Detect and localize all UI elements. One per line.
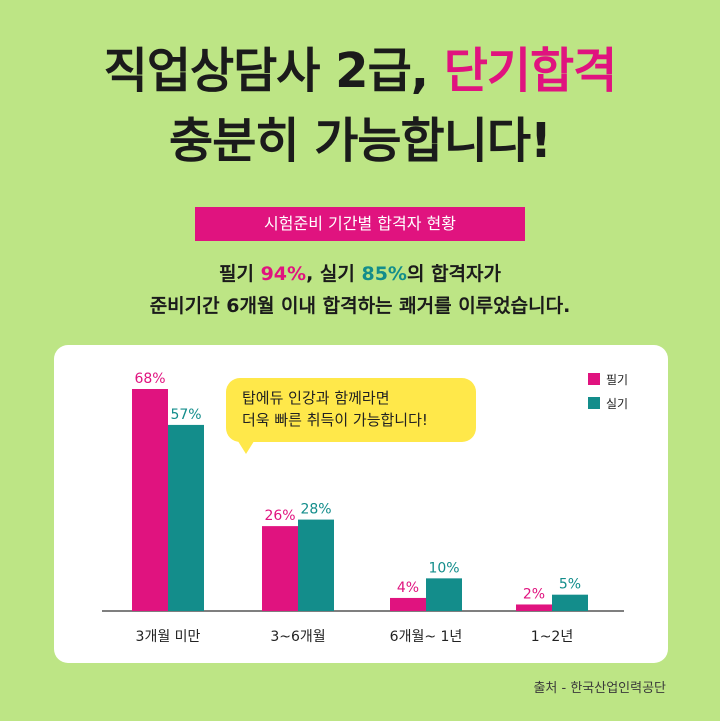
legend-swatch-pilgi [588, 373, 600, 385]
description-line-1: 필기 94%, 실기 85%의 합격자가 [0, 259, 720, 286]
data-label-pilgi-1: 26% [264, 508, 295, 524]
bar-pilgi-0 [132, 389, 168, 611]
desc-pilgi-label: 필기 [219, 263, 261, 285]
speech-bubble-tail [236, 438, 256, 454]
headline-highlight: 단기합격 [443, 43, 618, 99]
headline-line-2: 충분히 가능합니다! [169, 113, 552, 169]
bar-chart: 68% 57% 3개월 미만 26% 28% 3~6개월 4% 10% 6개월~ 1년 2% 5% 1… [102, 371, 628, 645]
speech-bubble: 탑에듀 인강과 함께라면 더욱 빠른 취득이 가능합니다! [226, 378, 476, 442]
bubble-text: 탑에듀 인강과 함께라면 더욱 빠른 취득이 가능합니다! [242, 387, 428, 431]
data-label-pilgi-3: 2% [523, 586, 545, 602]
bar-silgi-0 [168, 424, 204, 611]
bar-pilgi-1 [262, 526, 298, 611]
legend-label-silgi: 실기 [606, 397, 628, 411]
data-label-pilgi-2: 4% [397, 580, 419, 596]
category-label-1: 3~6개월 [270, 629, 325, 645]
headline-line-1: 직업상담사 2급, 단기합격 [0, 42, 720, 100]
category-label-3: 1~2년 [531, 629, 573, 645]
bar-silgi-2 [426, 578, 462, 611]
desc-pilgi-rate: 94% [260, 263, 307, 285]
desc-suffix: 의 합격자가 [406, 263, 501, 285]
description-line-2: 준비기간 6개월 이내 합격하는 쾌거를 이루었습니다. [149, 295, 571, 317]
section-band: 시험준비 기간별 합격자 현황 [195, 207, 525, 241]
legend-swatch-silgi [588, 397, 600, 409]
bar-pilgi-2 [390, 597, 426, 611]
bar-silgi-1 [298, 519, 334, 611]
source-note: 출처 - 한국산업인력공단 [533, 681, 666, 696]
category-label-2: 6개월~ 1년 [390, 629, 463, 645]
legend-label-pilgi: 필기 [606, 373, 628, 387]
headline-prefix: 직업상담사 2급, [103, 43, 429, 99]
bar-silgi-3 [552, 594, 588, 611]
data-label-silgi-0: 57% [170, 407, 201, 423]
bubble-line-1: 탑에듀 인강과 함께라면 [242, 389, 390, 407]
desc-silgi-label: , 실기 [306, 263, 362, 285]
data-label-silgi-3: 5% [559, 577, 581, 593]
bubble-line-2: 더욱 빠른 취득이 가능합니다! [242, 411, 428, 429]
desc-silgi-rate: 85% [361, 263, 407, 285]
bar-pilgi-3 [516, 604, 552, 611]
data-label-pilgi-0: 68% [134, 371, 165, 387]
category-label-0: 3개월 미만 [136, 629, 201, 645]
data-label-silgi-2: 10% [428, 560, 459, 576]
data-label-silgi-1: 28% [300, 502, 331, 518]
